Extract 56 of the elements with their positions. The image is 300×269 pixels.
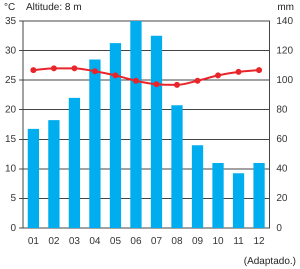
point bbox=[132, 78, 139, 84]
point bbox=[256, 67, 262, 74]
bar bbox=[171, 105, 183, 228]
y2-tick-label: 20 bbox=[276, 193, 288, 204]
y-tick-label: 10 bbox=[5, 164, 17, 175]
x-tick-label: 06 bbox=[130, 236, 142, 247]
y2-tick-label: 80 bbox=[276, 104, 288, 116]
bar bbox=[48, 120, 60, 228]
y2-tick-label: 40 bbox=[276, 164, 288, 175]
bar bbox=[212, 162, 224, 228]
bar bbox=[68, 98, 80, 228]
x-tick-label: 08 bbox=[171, 236, 183, 247]
y2-tick-label: 60 bbox=[276, 134, 288, 146]
y-tick-label: 15 bbox=[5, 134, 17, 146]
x-tick-label: 10 bbox=[212, 236, 224, 247]
point bbox=[153, 81, 160, 88]
x-tick-label: 03 bbox=[68, 236, 80, 247]
y-tick-label: 5 bbox=[10, 193, 17, 204]
point bbox=[236, 68, 242, 75]
point bbox=[30, 67, 36, 74]
bar bbox=[253, 162, 265, 228]
x-tick-label: 04 bbox=[89, 236, 101, 247]
y2-axis-title: mm bbox=[277, 2, 294, 13]
point bbox=[50, 65, 57, 72]
x-tick-label: 12 bbox=[253, 236, 266, 247]
y2-tick-label: 100 bbox=[276, 74, 294, 86]
y-tick-label: 35 bbox=[5, 16, 17, 27]
point bbox=[92, 68, 98, 74]
bar bbox=[28, 128, 40, 228]
y2-tick-label: 140 bbox=[276, 16, 294, 27]
y-tick-label: 25 bbox=[5, 74, 17, 86]
y2-tick-label: 120 bbox=[276, 45, 294, 56]
point bbox=[112, 72, 118, 78]
point bbox=[174, 82, 180, 88]
bar bbox=[192, 145, 204, 228]
point bbox=[215, 72, 222, 78]
chart-subtitle: Altitude: 8 m bbox=[26, 2, 82, 13]
x-tick-label: 09 bbox=[192, 236, 204, 247]
y-tick-label: 20 bbox=[5, 104, 17, 116]
bar bbox=[130, 21, 142, 228]
point bbox=[194, 78, 201, 84]
bar bbox=[150, 36, 162, 228]
x-tick-label: 02 bbox=[48, 236, 60, 247]
x-tick-label: 11 bbox=[233, 236, 244, 247]
x-tick-label: 01 bbox=[28, 236, 40, 247]
x-tick-label: 05 bbox=[110, 236, 122, 247]
bar bbox=[89, 59, 101, 228]
bar bbox=[232, 173, 244, 228]
y2-tick-label: 0 bbox=[276, 222, 282, 234]
point bbox=[71, 65, 78, 72]
y-axis-title: °C bbox=[4, 2, 16, 13]
y-tick-label: 0 bbox=[10, 222, 17, 234]
x-tick-label: 07 bbox=[150, 236, 162, 247]
bar bbox=[110, 43, 122, 228]
y-tick-label: 30 bbox=[5, 45, 17, 56]
text: (Adaptado.) bbox=[244, 256, 296, 267]
